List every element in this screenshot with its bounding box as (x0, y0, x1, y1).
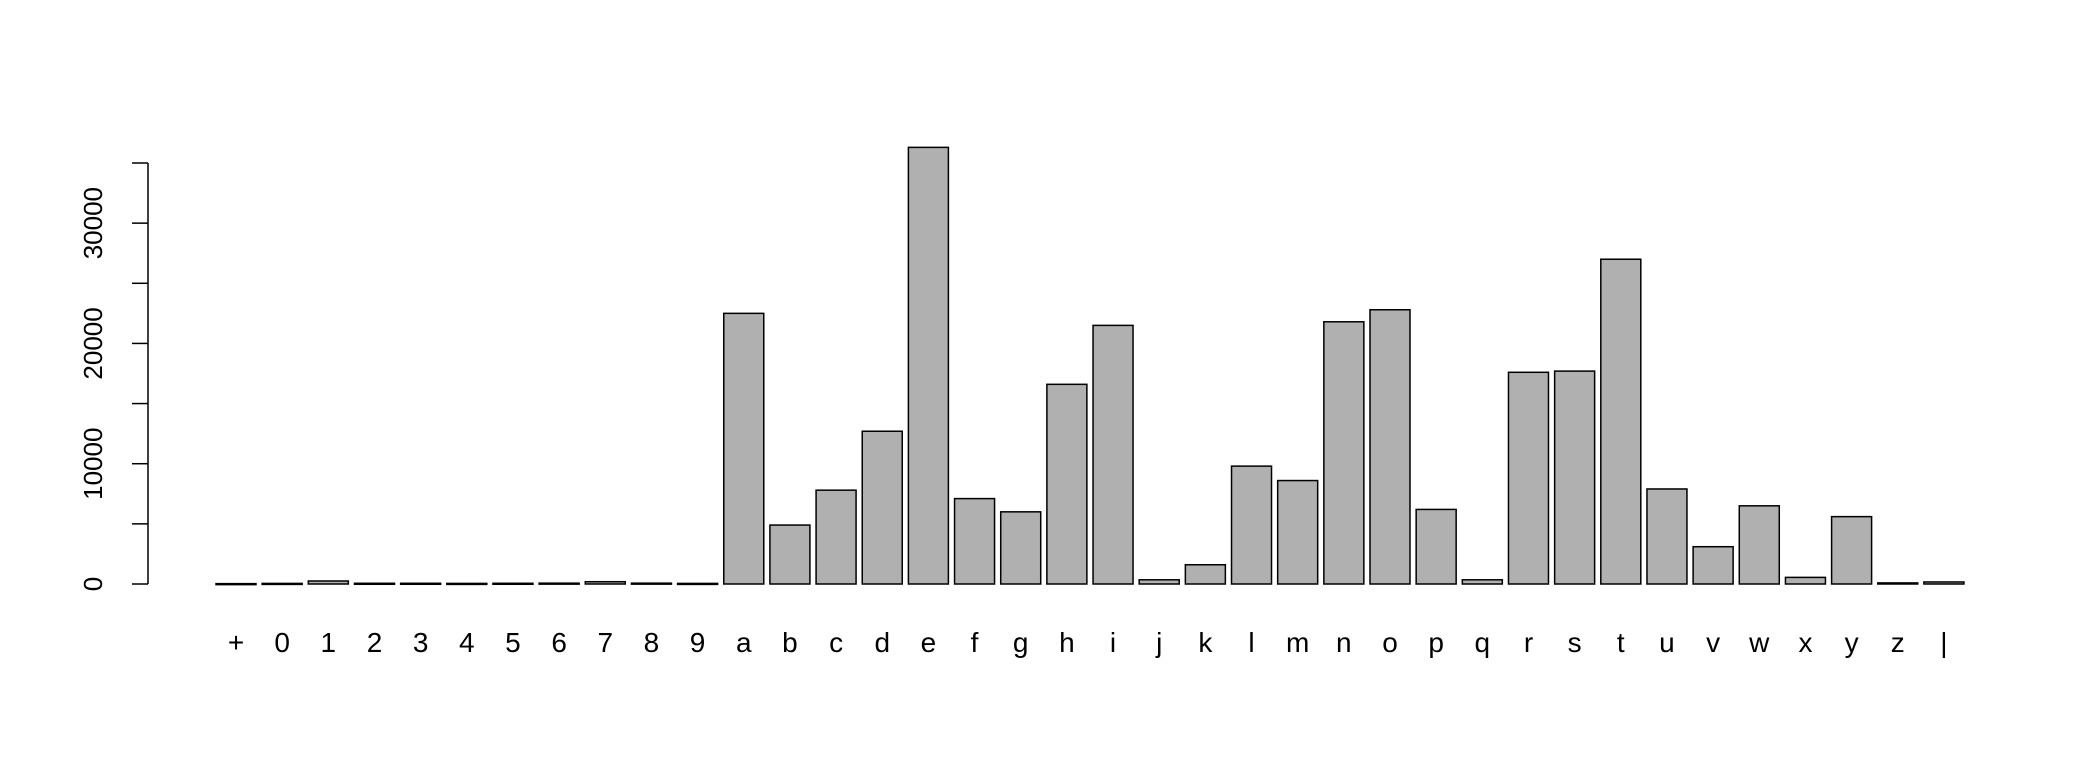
bar-n (1323, 321, 1365, 585)
bar-3 (399, 582, 442, 586)
x-tick-label: e (921, 627, 937, 658)
x-axis-labels: +0 1 2 3 4 5 6 7 8 9 a b c d e f g h i j k l m n o p q r s t u v w x y z | (228, 627, 1948, 658)
x-tick-label: h (1059, 627, 1075, 658)
bar-o (1369, 308, 1411, 585)
y-tick-label: 20000 (78, 307, 108, 379)
x-tick-label: t (1617, 627, 1625, 658)
bar-g (999, 511, 1042, 585)
x-tick-label: s (1568, 627, 1582, 658)
bar-d (861, 430, 903, 585)
bar-u (1646, 488, 1688, 585)
y-axis: 0 10000 20000 30000 (78, 162, 149, 591)
x-tick-label: 6 (551, 627, 567, 658)
x-tick-label: f (971, 627, 979, 658)
x-tick-label: 5 (505, 627, 521, 658)
bar-z (1877, 582, 1919, 585)
y-tick-label: 10000 (78, 428, 108, 500)
bar-i (1092, 324, 1134, 585)
bar-+ (215, 582, 257, 586)
bar-f (953, 497, 996, 585)
x-tick-label: | (1940, 627, 1947, 658)
bar-e (907, 146, 950, 585)
bar-k (1184, 564, 1227, 585)
x-tick-label: x (1798, 627, 1812, 658)
bar-8 (630, 582, 673, 585)
x-tick-label: 0 (274, 627, 290, 658)
x-tick-label: 3 (413, 627, 429, 658)
x-tick-label: c (829, 627, 843, 658)
x-tick-label: j (1155, 627, 1162, 658)
x-tick-label: 8 (644, 627, 660, 658)
x-tick-label: q (1475, 627, 1491, 658)
bar-x (1784, 576, 1827, 585)
x-tick-label: v (1706, 627, 1720, 658)
x-tick-label: u (1659, 627, 1675, 658)
x-tick-label: l (1248, 627, 1254, 658)
x-tick-label: z (1891, 627, 1905, 658)
bars (215, 146, 1965, 586)
bar-2 (353, 582, 396, 586)
x-tick-label: m (1286, 627, 1309, 658)
bar-a (723, 312, 765, 585)
x-tick-label: i (1110, 627, 1116, 658)
bar-b (769, 524, 811, 585)
bar-c (815, 489, 857, 585)
x-tick-label: a (736, 627, 752, 658)
bar-w (1738, 505, 1781, 585)
bar-r (1507, 371, 1550, 585)
x-tick-label: + (228, 627, 244, 658)
bar-q (1461, 579, 1504, 585)
bar-l (1230, 465, 1273, 585)
x-tick-label: g (1013, 627, 1029, 658)
x-tick-label: 7 (597, 627, 613, 658)
x-tick-label: 9 (690, 627, 706, 658)
x-tick-label: b (782, 627, 798, 658)
bar-1 (307, 580, 350, 585)
x-tick-label: p (1428, 627, 1444, 658)
x-tick-label: r (1524, 627, 1533, 658)
bar-5 (492, 582, 534, 586)
x-tick-label: w (1748, 627, 1770, 658)
y-tick-label: 30000 (78, 187, 108, 259)
bar-0 (261, 582, 303, 586)
bar-j (1138, 579, 1180, 585)
bar-s (1553, 370, 1596, 585)
bar-y (1830, 515, 1873, 585)
bar-p (1415, 508, 1457, 585)
y-tick-label: 0 (78, 577, 108, 591)
x-tick-label: n (1336, 627, 1352, 658)
bar-m (1276, 479, 1319, 585)
x-tick-label: o (1382, 627, 1398, 658)
bar-t (1600, 258, 1642, 585)
bar-7 (584, 580, 627, 585)
x-tick-label: y (1845, 627, 1859, 658)
x-tick-label: 1 (321, 627, 337, 658)
bar-v (1692, 545, 1734, 585)
bar-| (1923, 581, 1965, 585)
bar-4 (446, 582, 488, 586)
x-tick-label: k (1198, 627, 1213, 658)
x-tick-label: 4 (459, 627, 475, 658)
bar-9 (676, 582, 719, 586)
bar-6 (538, 582, 580, 585)
bar-h (1046, 383, 1088, 585)
x-tick-label: d (874, 627, 890, 658)
x-tick-label: 2 (367, 627, 383, 658)
